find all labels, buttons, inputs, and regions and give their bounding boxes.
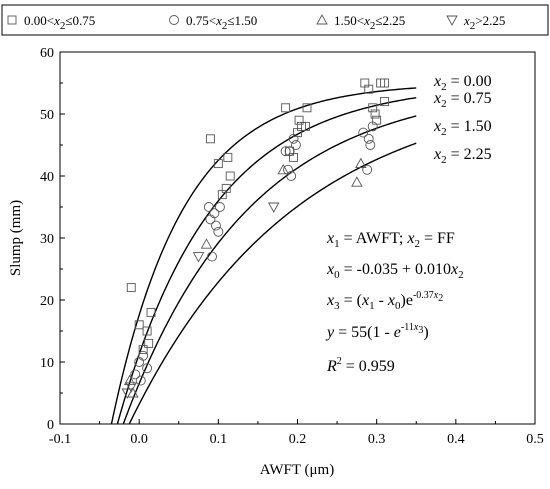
data-point-square [364,84,374,94]
data-point-square [380,97,390,107]
x-axis-title: AWFT (μm) [260,462,334,478]
legend-item: x2>2.25 [446,13,505,32]
equation-definitions: x1 = AWFT; x2 = FF [326,230,455,250]
data-point-circle [288,133,299,144]
fit-curve [128,142,417,425]
data-point-square [368,103,378,113]
data-point-square [294,115,304,125]
x-tick-label: 0.2 [289,432,307,447]
data-point-square [213,159,223,169]
data-point-triangle-down [125,382,138,393]
data-point-circle [283,164,293,175]
x-tick-label: 0.0 [130,432,148,447]
legend-item: 1.50<x2≤2.25 [316,13,405,32]
equation-r2: R2 = 0.959 [326,356,395,375]
data-point-square [126,283,136,293]
data-point-square [302,103,312,113]
plot-frame [59,51,536,425]
data-point-circle [209,208,220,219]
y-tick-label: 50 [40,108,54,123]
y-tick-label: 40 [40,170,54,185]
legend: 0.00<x2≤0.75 0.75<x2≤1.50 1.50<x2≤2.25 x2>2… [1,4,549,36]
data-point-square [281,103,291,113]
data-point-square [205,134,215,144]
data-point-triangle-up [355,157,367,169]
data-point-circle [284,146,295,157]
y-axis-title: Slump (mm) [8,200,24,276]
legend-label: 0.00<x2≤0.75 [24,13,95,32]
data-point-circle [363,133,374,144]
data-point-circle [280,146,291,157]
x-tick-label: -0.1 [49,432,71,447]
data-point-circle [358,127,369,138]
data-point-square [144,338,154,348]
data-point-circle [130,369,141,380]
x-tick-label: 0.5 [526,432,544,447]
legend-marker-square [7,15,17,25]
data-point-square [138,345,148,355]
legend-marker-triangle-down [446,15,458,26]
data-point-circle [207,251,217,262]
data-point-circle [205,214,216,225]
data-point-square [221,183,231,193]
data-point-square [300,121,310,131]
data-point-circle [213,226,224,237]
data-point-circle [203,202,214,212]
x-tick-label: 0.1 [210,432,228,447]
data-point-square [225,171,235,181]
equation-x0: x0 = -0.035 + 0.010x2 [326,261,464,281]
curve-label: x2 = 2.25 [433,146,492,166]
data-point-circle [286,171,297,181]
legend-marker-triangle-up [316,14,328,25]
legend-item: 0.75<x2≤1.50 [169,13,257,32]
data-point-triangle-down [192,252,205,263]
curve-label: x2 = 0.75 [433,90,492,110]
legend-item: 0.00<x2≤0.75 [7,13,95,32]
data-point-triangle-down [267,202,280,213]
data-point-triangle-up [351,176,363,187]
y-tick-label: 60 [40,46,54,61]
curve-label: x2 = 0.00 [433,73,492,93]
data-point-circle [142,363,153,374]
fit-curve [116,96,417,425]
data-point-triangle-up [123,374,136,386]
legend-label: 0.75<x2≤1.50 [186,13,257,32]
data-point-square [146,307,156,317]
y-tick-label: 10 [40,356,54,371]
data-point-circle [290,140,301,150]
x-tick-label: 0.4 [447,432,465,447]
data-point-circle [367,121,378,132]
data-point-circle [214,202,225,212]
data-point-circle [362,164,373,175]
y-tick-label: 20 [40,294,54,309]
y-tick-label: 0 [47,418,54,433]
equation-y: y = 55(1 - e-11x3) [325,322,429,341]
data-point-triangle-up [200,238,213,249]
data-point-triangle-down [121,388,134,399]
curve-label: x2 = 1.50 [433,118,492,138]
legend-frame [1,4,549,36]
data-point-triangle-up [277,163,290,175]
x-tick-label: 0.3 [368,432,386,447]
y-tick-label: 30 [40,232,54,247]
legend-label: 1.50<x2≤2.25 [334,13,405,32]
legend-label: x2>2.25 [463,13,505,32]
data-point-square [142,326,152,336]
legend-marker-circle [169,15,179,25]
data-point-circle [365,140,376,150]
data-point-square [380,78,390,88]
data-point-circle [138,350,149,361]
data-point-square [223,152,233,162]
data-point-circle [135,375,146,386]
data-point-circle [211,220,221,231]
equation-x3: x3 = (x1 - x0)e-0.37x2 [326,290,443,312]
data-point-square [370,109,380,119]
data-point-square [134,320,144,330]
